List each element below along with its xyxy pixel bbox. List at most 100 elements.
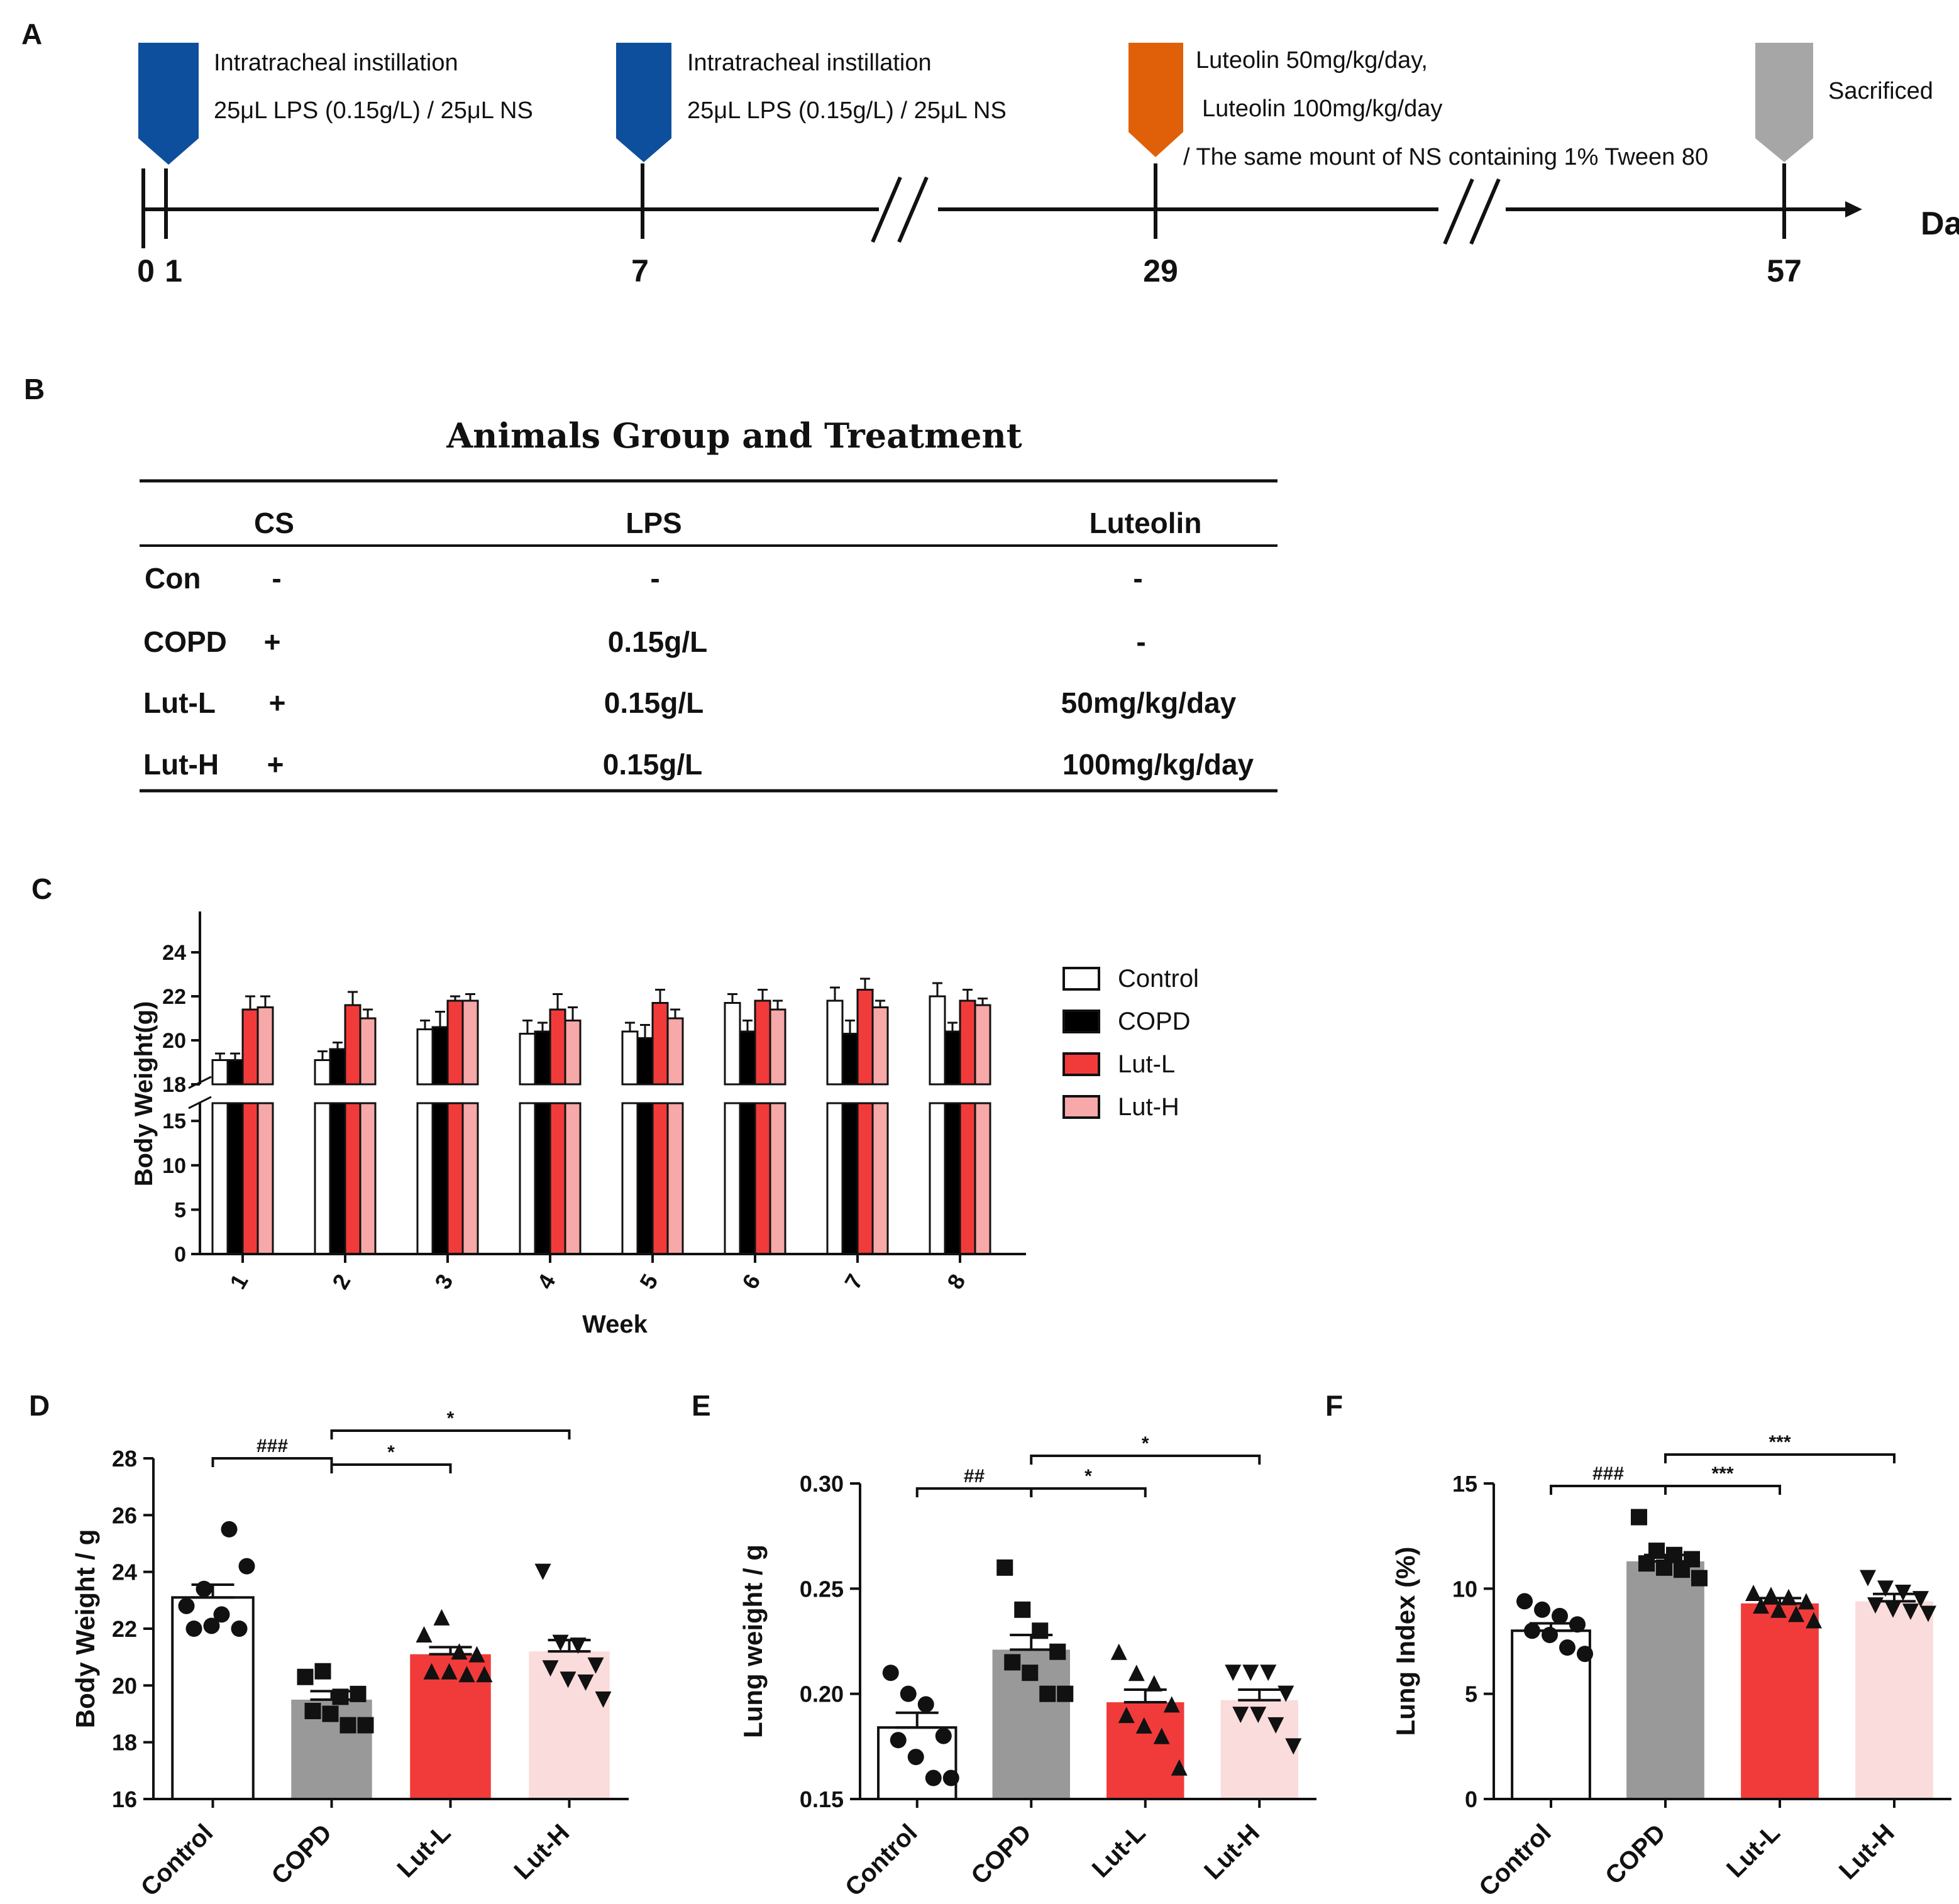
- bar-copd-week-8-lower: [944, 1102, 961, 1255]
- y-tick-label: 5: [174, 1198, 186, 1222]
- timeline-tick-label: 29: [1143, 253, 1178, 289]
- data-point: [552, 1634, 569, 1651]
- bar-control-week-8: [929, 995, 946, 1086]
- bar-lut-l: [1106, 1702, 1184, 1799]
- data-point: [907, 1749, 924, 1766]
- table-cell-luteolin: 50mg/kg/day: [1061, 686, 1237, 719]
- bar-control-week-6: [724, 1002, 741, 1086]
- significance-bracket: [330, 1463, 452, 1473]
- x-tick-label: Lut-L: [1721, 1819, 1785, 1883]
- x-tick-label: Control: [136, 1819, 219, 1902]
- bar-lut-l-week-8-lower: [959, 1102, 976, 1255]
- data-point: [433, 1609, 450, 1626]
- timeline: 0 1 7 29 57 Day Intratracheal instillati…: [137, 43, 1959, 289]
- bar-copd-week-7: [841, 1033, 859, 1086]
- significance-bracket: [915, 1487, 1033, 1497]
- data-point: [1798, 1593, 1814, 1610]
- data-point: [560, 1671, 577, 1688]
- data-point: [1552, 1607, 1568, 1624]
- data-point: [468, 1646, 485, 1663]
- data-point: [441, 1663, 458, 1680]
- event-3-line-3: / The same mount of NS containing 1% Twe…: [1183, 144, 1708, 170]
- axis-break-mark: [188, 1076, 212, 1089]
- data-point: [577, 1674, 594, 1691]
- y-axis-title: Lung weight / g: [738, 1544, 768, 1738]
- significance-bracket: [1664, 1453, 1896, 1463]
- x-tick-label: 3: [429, 1270, 458, 1294]
- data-point: [1135, 1717, 1152, 1734]
- x-tick-label: COPD: [267, 1819, 338, 1890]
- axis-break-mark: [871, 176, 902, 243]
- timeline-tick-label: 7: [631, 253, 649, 289]
- x-tick-label: 5: [634, 1270, 663, 1294]
- significance-label: ***: [1711, 1463, 1733, 1484]
- significance-bracket: [330, 1429, 571, 1439]
- bar-lut-h-week-4-lower: [564, 1102, 582, 1255]
- event-2-line-1: Intratracheal instillation: [687, 50, 932, 76]
- data-point: [1788, 1605, 1804, 1622]
- table-cell-lps: -: [650, 562, 659, 595]
- y-tick-label: 24: [112, 1560, 137, 1585]
- significance-bracket: [1550, 1485, 1667, 1495]
- x-axis-title: Week: [582, 1311, 648, 1338]
- bar-control-week-1: [211, 1059, 229, 1086]
- bar-lut-h-week-2: [359, 1017, 377, 1086]
- data-point: [1524, 1622, 1540, 1639]
- bar-lut-h-week-3: [461, 999, 479, 1086]
- data-point: [423, 1663, 440, 1680]
- significance-bracket: [211, 1457, 333, 1467]
- y-tick-label: 15: [162, 1109, 186, 1133]
- data-point: [1691, 1570, 1708, 1587]
- axis-break-mark: [1469, 178, 1501, 245]
- data-point: [1569, 1616, 1586, 1633]
- y-axis-title: Body Weight(g): [130, 1001, 158, 1187]
- y-tick-label: 16: [112, 1786, 137, 1812]
- bar-lut-h-week-4: [564, 1020, 582, 1086]
- timeline-arrowhead: [1845, 201, 1862, 217]
- bar-lut-l-week-5-lower: [651, 1102, 669, 1255]
- table-row: Con - - -: [145, 562, 1143, 595]
- y-tick-label: 22: [112, 1616, 137, 1642]
- bar-lut-l-week-1: [241, 1008, 259, 1086]
- y-axis-title: Lung Index (%): [1391, 1547, 1420, 1736]
- significance-bracket: [1664, 1485, 1781, 1495]
- bar-copd-week-5-lower: [636, 1102, 654, 1255]
- significance-label: ###: [257, 1436, 288, 1456]
- axis-break-mark: [897, 176, 929, 243]
- significance-label: *: [1142, 1433, 1149, 1454]
- data-point: [1577, 1646, 1593, 1663]
- data-point: [1267, 1717, 1284, 1734]
- table-cell-group: Lut-L: [143, 686, 216, 719]
- data-point: [1004, 1654, 1021, 1671]
- treatment-table: Animals Group and Treatment CS LPS Luteo…: [140, 415, 1277, 793]
- bar-copd: [1626, 1561, 1704, 1799]
- event-1-line-1: Intratracheal instillation: [214, 50, 458, 76]
- data-point: [882, 1665, 899, 1681]
- bar-lut-h-week-7: [871, 1006, 889, 1086]
- event-3-line-2: Luteolin 100mg/kg/day: [1202, 96, 1442, 122]
- bar-lut-l-week-2-lower: [344, 1102, 361, 1255]
- data-point: [1780, 1588, 1797, 1605]
- y-tick-label: 10: [1452, 1576, 1477, 1602]
- table-title: Animals Group and Treatment: [446, 415, 1022, 456]
- bar-lut-h-week-5-lower: [666, 1102, 684, 1255]
- data-point: [1877, 1580, 1894, 1597]
- data-point: [1118, 1707, 1135, 1724]
- data-point: [1039, 1685, 1056, 1702]
- bar-lut-l: [1741, 1603, 1819, 1799]
- panel-label-d: D: [29, 1389, 50, 1422]
- panel-label-a: A: [21, 18, 42, 50]
- y-tick-label: 20: [162, 1029, 186, 1053]
- bar-copd-week-1-lower: [226, 1102, 244, 1255]
- data-point: [339, 1717, 356, 1734]
- table-header-lps: LPS: [626, 507, 682, 539]
- data-point: [1057, 1685, 1074, 1702]
- legend-swatch-copd: [1062, 1010, 1100, 1033]
- y-axis-title: Body Weight / g: [70, 1529, 100, 1729]
- table-cell-lps: 0.15g/L: [604, 686, 704, 719]
- bar-control-week-3: [416, 1028, 434, 1086]
- bar-copd-week-2: [329, 1048, 346, 1086]
- data-point: [1128, 1665, 1145, 1681]
- bar-lut-h-week-6-lower: [769, 1102, 786, 1255]
